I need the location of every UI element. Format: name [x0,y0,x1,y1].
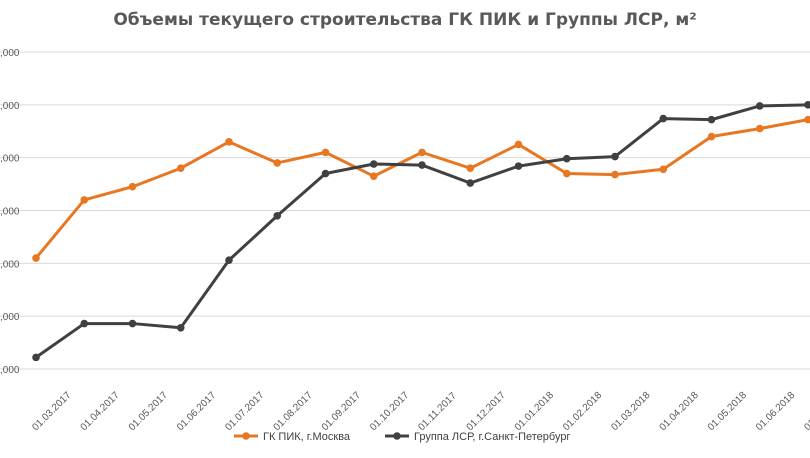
series-point [80,319,89,328]
series-point [707,132,716,141]
x-tick-label: 01.06.2017 [175,390,218,433]
x-tick-label: 01.05.2017 [127,390,170,433]
series-point [273,211,282,220]
series-point [225,138,233,146]
series-point [707,115,716,124]
series-point [755,102,764,110]
series-point [659,114,668,123]
series-point [80,196,89,204]
legend-label: ГК ПИК, г.Москва [263,431,351,443]
series-point [321,148,330,157]
series-line [35,103,809,359]
legend-swatch-marker [242,432,250,440]
legend-label: Группа ЛСР, г.Санкт-Петербург [414,431,570,443]
series-point [32,353,40,362]
x-tick-label: 01.07.2018 [802,390,810,433]
series-point [369,160,378,168]
y-tick-label: ,000 [0,312,20,323]
series-point [514,140,523,149]
x-tick-label: 01.10.2017 [368,390,411,433]
series-point [804,101,810,109]
y-tick-label: ,000 [0,365,20,376]
x-tick-label: 01.07.2017 [223,390,266,433]
x-tick-label: 01.05.2018 [706,390,749,433]
series-point [755,124,764,133]
y-tick-label: ,000 [0,154,20,165]
series-point [369,172,378,180]
x-tick-label: 01.03.2017 [30,390,73,433]
chart-title: Объемы текущего строительства ГК ПИК и Г… [113,10,697,30]
y-tick-label: ,000 [0,48,20,59]
x-tick-label: 01.01.2018 [513,390,556,433]
x-tick-label: 01.12.2017 [465,390,508,433]
series-point [225,256,233,264]
series-point [466,164,475,173]
series-point [659,165,668,174]
series-point [176,323,185,332]
series-point [611,170,619,179]
series-point [804,115,810,124]
series-point [128,319,137,328]
series-point [562,169,571,178]
x-tick-label: 01.06.2018 [754,390,797,433]
series-point [466,179,475,187]
x-tick-label: 01.08.2017 [272,390,315,433]
series-point [418,148,426,157]
y-tick-label: ,000 [0,101,20,112]
x-tick-label: 01.02.2018 [561,390,604,433]
series-point [514,162,523,170]
y-tick-label: ,000 [0,207,20,218]
series-point [611,152,619,161]
series-point [562,154,571,163]
series-point [128,182,137,191]
x-tick-label: 01.11.2017 [416,390,459,433]
y-tick-label: ,000 [0,259,20,270]
series-line [34,118,809,260]
x-tick-label: 01.03.2018 [609,390,652,433]
series-point [273,159,282,167]
series-point [418,161,426,169]
series-point [321,169,330,178]
x-tick-label: 01.04.2018 [658,390,701,433]
series-point [32,254,40,262]
x-tick-label: 01.09.2017 [320,390,363,433]
series-point [176,164,185,173]
x-tick-label: 01.04.2017 [79,390,122,433]
legend-swatch-marker [393,432,401,440]
